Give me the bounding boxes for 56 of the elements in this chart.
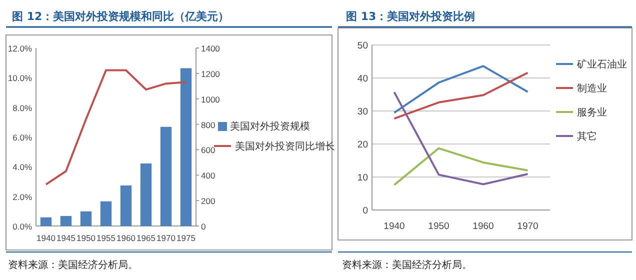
bar [180,68,192,226]
x-tick-label: 1970 [517,221,538,232]
text: 资料来源：美国经济分析局。 [342,259,472,271]
x-tick-label: 1960 [472,221,494,232]
y-tick-label: 2.0% [12,192,32,202]
legend-label: 美国对外投资同比增长 [235,140,335,152]
chart-title: 图 13：美国对外投资比例 [346,10,476,23]
bar [40,217,52,226]
y2-tick-label: 800 [201,120,216,130]
y-tick-label: 6.0% [12,132,32,142]
y-tick-label: 30 [357,106,368,118]
x-tick-label: 1975 [176,233,196,243]
line-series [45,69,187,186]
x-tick-label: 1940 [384,221,405,232]
x-tick-label: 1960 [116,233,136,243]
x-tick-label: 1940 [36,233,56,243]
text: 资料来源：美国经济分析局。 [8,259,138,271]
y-tick-label: 8.0% [12,102,32,113]
bar [100,201,112,226]
y-tick-label: 50 [357,40,368,52]
x-tick-label: 1970 [156,233,176,243]
bar [80,211,92,226]
line-series [393,147,529,186]
x-tick-label: 1945 [56,233,76,243]
legend-label: 制造业 [577,82,607,94]
x-tick-label: 1950 [76,233,96,243]
chart-title: 图 12：美国对外投资规模和同比（亿美元） [12,10,230,23]
y-tick-label: 0.0% [12,222,32,232]
y2-tick-label: 1000 [201,94,220,104]
y-tick-label: 40 [357,74,368,84]
y-tick-label: 12.0% [8,44,32,54]
y2-tick-label: 600 [201,145,216,156]
y-tick-label: 4.0% [12,162,32,172]
legend-label: 其它 [577,130,597,142]
y-tick-label: 0 [362,206,368,216]
y2-tick-label: 200 [201,196,216,206]
y2-tick-label: 1400 [201,44,220,54]
x-tick-label: 1950 [428,221,450,232]
legend-label: 服务业 [577,106,607,118]
line-series [393,65,529,114]
y2-tick-label: 400 [201,170,216,181]
legend-label: 美国对外投资规模 [230,120,310,132]
x-tick-label: 1955 [96,233,116,243]
legend-label: 矿业石油业 [576,58,627,70]
bar [160,126,172,226]
y2-tick-label: 1200 [201,68,220,79]
line-series [393,72,529,120]
bar [140,163,152,226]
y-tick-label: 10.0% [8,73,32,84]
line-series [393,91,529,186]
bar [120,185,132,226]
y-tick-label: 20 [357,140,368,150]
y2-tick-label: 0 [201,222,206,232]
x-tick-label: 1965 [136,233,156,243]
bar [60,216,72,226]
y-tick-label: 10 [357,172,368,184]
